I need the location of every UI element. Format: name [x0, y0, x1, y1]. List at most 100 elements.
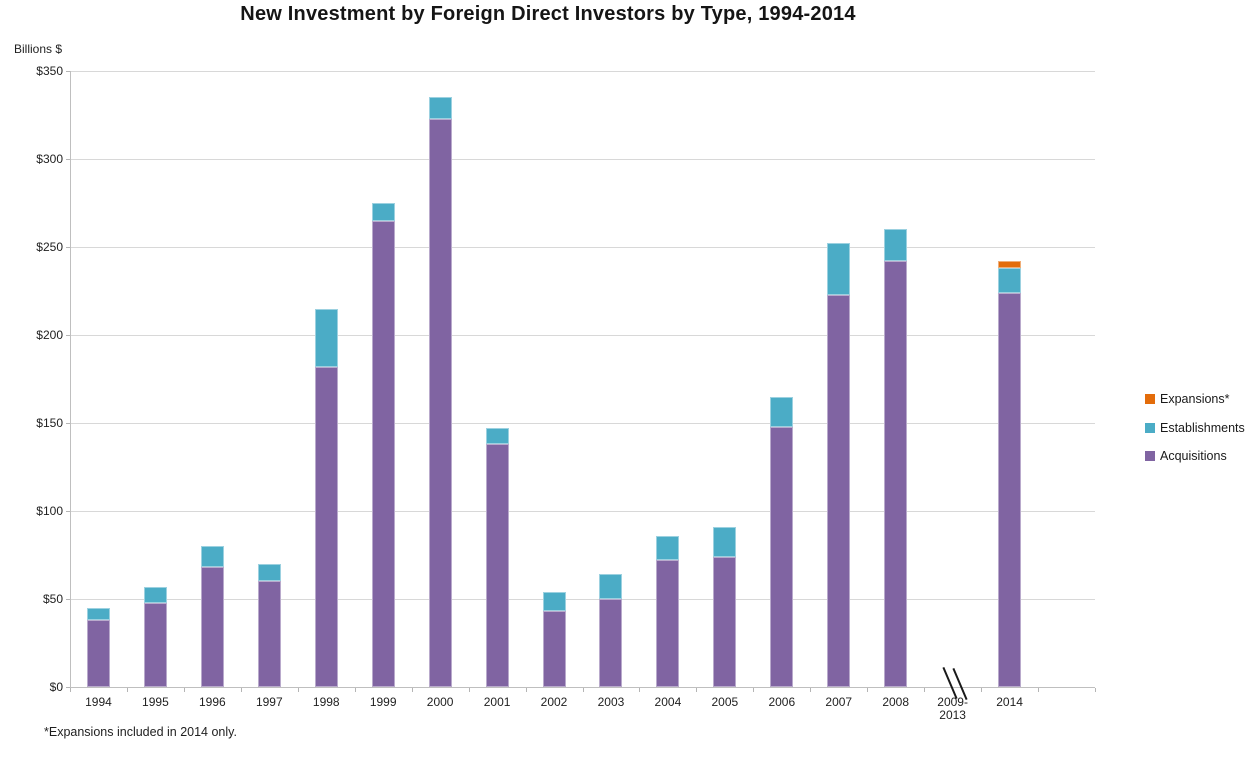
x-tick-label: 1995	[142, 695, 169, 709]
bar-segment-acquisitions-2014	[998, 292, 1022, 687]
bar-segment-expansions-2014	[998, 261, 1022, 269]
x-axis-tick	[183, 688, 185, 692]
y-axis-line	[70, 71, 71, 692]
legend-item-establishments: Establishments	[1145, 421, 1245, 435]
x-axis-tick	[411, 688, 413, 692]
x-tick-label: 1999	[369, 695, 397, 709]
x-axis-tick	[639, 688, 641, 692]
bar-segment-establishments-2008	[884, 229, 908, 262]
x-axis-tick	[1038, 688, 1040, 692]
bar-segment-acquisitions-1998	[314, 366, 338, 687]
x-tick-label: 2008	[882, 695, 910, 709]
bar-segment-acquisitions-2004	[656, 560, 680, 687]
x-tick-label: 2005	[711, 695, 739, 709]
bar-segment-establishments-2002	[542, 591, 566, 612]
bar-segment-acquisitions-1997	[257, 581, 281, 687]
bar-segment-acquisitions-2005	[713, 556, 737, 687]
gridline	[70, 511, 1095, 512]
gridline	[70, 247, 1095, 248]
bar-segment-establishments-2001	[485, 428, 509, 445]
bar-segment-establishments-1996	[200, 546, 224, 568]
y-tick-label: $100	[36, 504, 63, 518]
y-axis-tick	[66, 687, 70, 688]
bar-segment-acquisitions-2002	[542, 611, 566, 687]
x-axis-tick	[867, 688, 869, 692]
legend-item-acquisitions: Acquisitions	[1145, 449, 1227, 463]
x-tick-label: 1998	[312, 695, 340, 709]
bar-segment-acquisitions-2008	[884, 261, 908, 687]
bar-segment-establishments-1995	[143, 586, 167, 603]
x-axis-tick	[468, 688, 470, 692]
x-tick-label: 2003	[597, 695, 625, 709]
bar-segment-establishments-1997	[257, 563, 281, 582]
x-tick-label: 2007	[825, 695, 853, 709]
bar-segment-acquisitions-2000	[428, 118, 452, 687]
bar-segment-establishments-1998	[314, 308, 338, 367]
y-axis-tick	[66, 159, 70, 160]
x-axis-tick	[525, 688, 527, 692]
y-tick-label: $200	[36, 328, 63, 342]
y-axis-tick	[66, 71, 70, 72]
x-tick-label: 1994	[85, 695, 112, 709]
y-axis-tick	[66, 247, 70, 248]
y-tick-label: $350	[36, 64, 63, 78]
x-tick-label: 1996	[199, 695, 226, 709]
y-axis-tick	[66, 511, 70, 512]
x-tick-label: 1997	[255, 695, 283, 709]
bar-segment-acquisitions-2003	[599, 599, 623, 687]
y-axis-tick	[66, 335, 70, 336]
bar-segment-establishments-2004	[656, 535, 680, 561]
y-axis-tick	[66, 423, 70, 424]
bar-segment-acquisitions-1995	[143, 602, 167, 687]
x-tick-label: 2000	[426, 695, 454, 709]
chart-footnote: *Expansions included in 2014 only.	[44, 725, 237, 739]
y-tick-label: $250	[36, 240, 63, 254]
bar-segment-establishments-2000	[428, 97, 452, 119]
x-tick-label: 2014	[996, 695, 1023, 709]
x-axis-tick	[1095, 688, 1096, 692]
x-tick-label: 2002	[540, 695, 568, 709]
x-tick-label: 2009- 2013	[937, 695, 968, 722]
x-axis-tick	[126, 688, 128, 692]
x-axis-tick	[696, 688, 698, 692]
y-tick-label: $0	[49, 680, 63, 694]
x-axis-tick	[354, 688, 356, 692]
legend-item-expansions: Expansions*	[1145, 392, 1230, 406]
x-tick-label: 2001	[483, 695, 511, 709]
legend-swatch	[1145, 451, 1155, 461]
x-tick-label: 2006	[768, 695, 796, 709]
x-axis-tick	[240, 688, 242, 692]
x-axis-tick	[924, 688, 926, 692]
y-tick-label: $150	[36, 416, 63, 430]
x-axis-tick	[582, 688, 584, 692]
bar-segment-establishments-2014	[998, 268, 1022, 293]
x-axis-line	[70, 687, 1095, 688]
bar-segment-acquisitions-1996	[200, 567, 224, 687]
legend-label: Acquisitions	[1160, 449, 1227, 463]
legend-label: Expansions*	[1160, 392, 1230, 406]
legend-swatch	[1145, 394, 1155, 404]
x-axis-tick	[70, 688, 71, 692]
y-axis-unit-label: Billions $	[14, 42, 63, 56]
y-tick-label: $300	[36, 152, 63, 166]
x-axis-tick	[753, 688, 755, 692]
bar-segment-establishments-2003	[599, 574, 623, 599]
legend-label: Establishments	[1160, 420, 1245, 435]
gridline	[70, 71, 1095, 72]
x-axis-tick	[810, 688, 812, 692]
gridline	[70, 423, 1095, 424]
x-tick-label: 2004	[654, 695, 682, 709]
bar-segment-acquisitions-2001	[485, 444, 509, 687]
bar-segment-establishments-2006	[770, 396, 794, 427]
bar-segment-acquisitions-2006	[770, 426, 794, 687]
bar-segment-establishments-1994	[86, 607, 110, 621]
y-axis-tick	[66, 599, 70, 600]
bar-segment-establishments-2005	[713, 526, 737, 557]
bar-segment-establishments-2007	[827, 243, 851, 295]
chart-title: New Investment by Foreign Direct Investo…	[240, 3, 856, 25]
gridline	[70, 599, 1095, 600]
bar-segment-acquisitions-1994	[86, 620, 110, 687]
gridline	[70, 335, 1095, 336]
gridline	[70, 159, 1095, 160]
